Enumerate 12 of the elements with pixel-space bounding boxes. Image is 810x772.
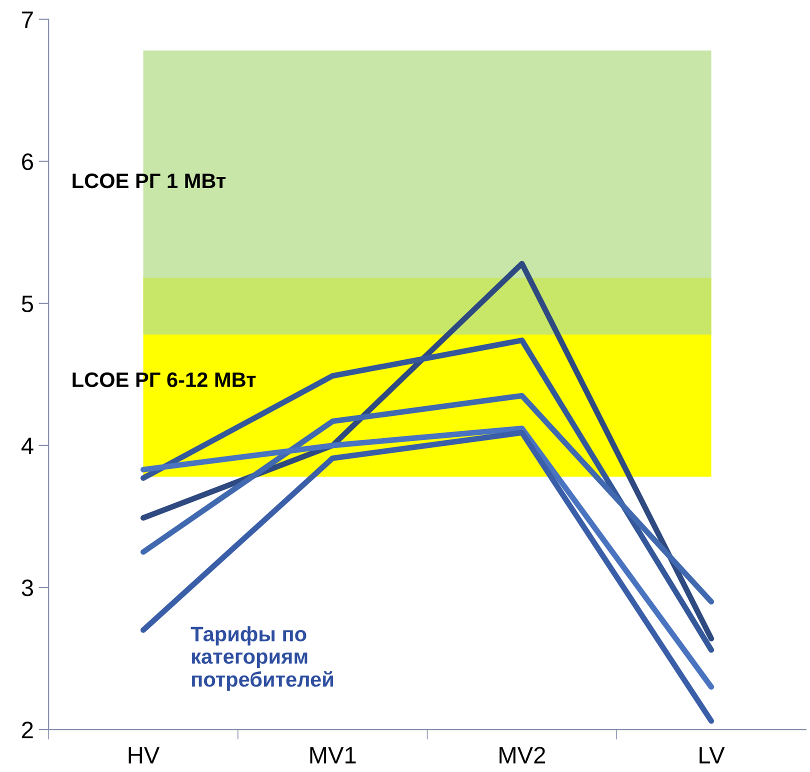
band-label: LCOE РГ 1 МВт <box>72 173 226 188</box>
x-tick-label: MV2 <box>500 746 546 764</box>
x-tick-label: HV <box>128 747 160 764</box>
y-tick-label: 4 <box>21 438 34 454</box>
x-tick-label: LV <box>700 747 725 764</box>
y-tick-label: 5 <box>22 296 34 312</box>
x-tick-label: MV1 <box>310 747 356 764</box>
y-tick-label: 7 <box>22 12 33 28</box>
annotation: Тарифы по категориям потребителей <box>190 626 333 691</box>
y-tick-label: 3 <box>22 580 33 596</box>
y-tick-label: 6 <box>22 153 33 170</box>
y-tick-label: 2 <box>22 722 33 738</box>
